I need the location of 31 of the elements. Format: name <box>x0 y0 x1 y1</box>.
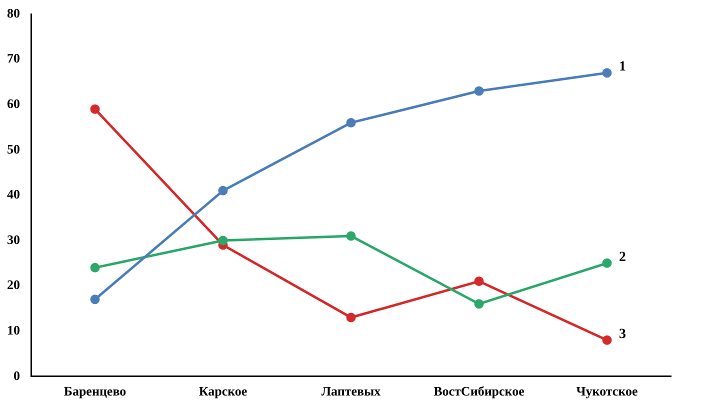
y-tick-label: 20 <box>7 277 20 292</box>
y-tick-label: 50 <box>7 141 20 156</box>
x-tick-label: Лаптевых <box>321 384 382 399</box>
point <box>346 231 356 241</box>
y-tick-label: 70 <box>7 50 20 66</box>
x-tick-label: Баренцево <box>64 384 126 399</box>
x-tick-label: Карское <box>198 384 248 399</box>
point <box>602 335 612 345</box>
y-tick-label: 30 <box>7 232 20 247</box>
point <box>474 86 484 96</box>
series-label: 3 <box>619 326 626 342</box>
y-tick-label: 80 <box>7 5 20 20</box>
point <box>90 262 100 272</box>
point <box>602 258 612 268</box>
point <box>218 236 228 246</box>
x-tick-label: ВостСибирское <box>434 384 525 399</box>
point <box>90 294 100 304</box>
point <box>218 186 228 196</box>
series-label: 2 <box>619 250 626 265</box>
y-tick-label: 0 <box>14 368 20 383</box>
point <box>602 68 612 78</box>
y-tick-label: 60 <box>7 96 20 111</box>
x-tick-label: Чукотское <box>576 384 638 399</box>
point <box>474 276 484 286</box>
point <box>474 299 484 309</box>
y-tick-label: 40 <box>7 186 20 202</box>
point <box>346 312 356 322</box>
y-tick-label: 10 <box>7 322 20 338</box>
point <box>90 104 100 114</box>
point <box>346 118 356 128</box>
series-label: 1 <box>619 60 626 74</box>
